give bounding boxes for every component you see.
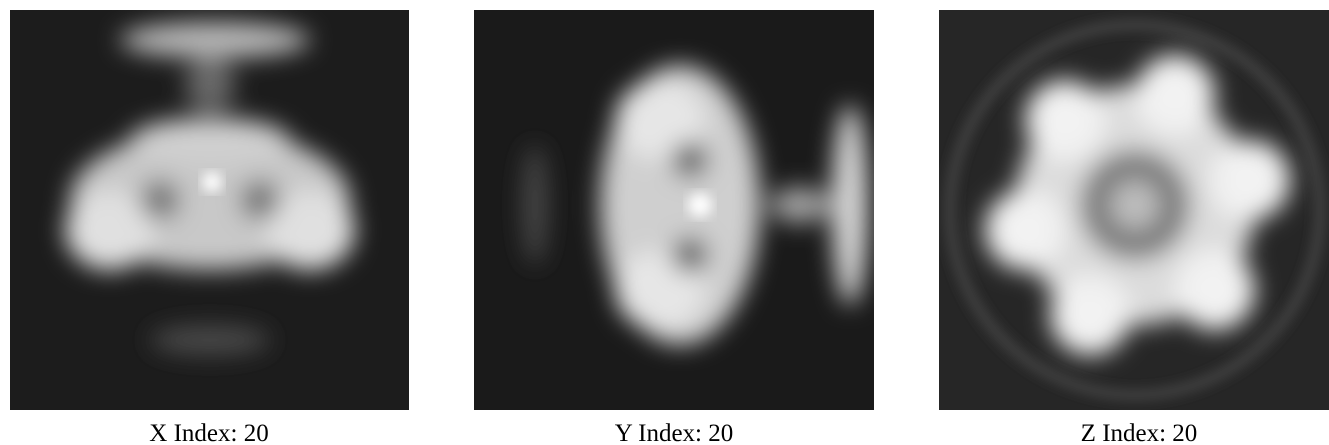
slice-x <box>10 10 409 410</box>
caption: Y Index: 20 <box>615 420 734 445</box>
caption: Z Index: 20 <box>1081 420 1198 445</box>
caption: X Index: 20 <box>149 420 268 445</box>
slice-z <box>939 10 1329 410</box>
figure: X Index: 20 Y Index: 20 Z Index: 20 <box>0 0 1329 445</box>
slice-y <box>474 10 874 410</box>
